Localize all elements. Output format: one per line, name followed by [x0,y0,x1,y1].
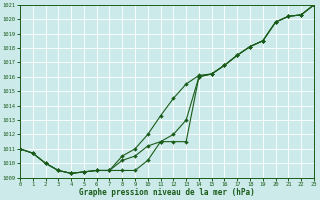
X-axis label: Graphe pression niveau de la mer (hPa): Graphe pression niveau de la mer (hPa) [79,188,255,197]
